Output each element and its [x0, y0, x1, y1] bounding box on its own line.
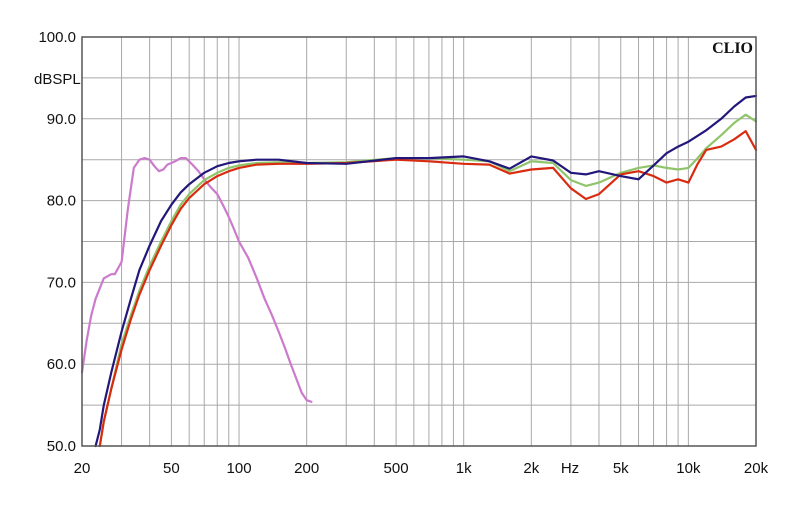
x-tick-label: 20: [74, 460, 91, 477]
x-tick-label: 2k: [523, 460, 539, 477]
x-tick-label: 5k: [613, 460, 629, 477]
clio-brand-label: CLIO: [712, 40, 753, 57]
y-tick-label: 90.0: [47, 111, 76, 128]
y-tick-label: 80.0: [47, 193, 76, 210]
x-tick-labels: 20 50 100 200 500 1k 2k 5k 10k 20k: [74, 460, 769, 477]
y-tick-label: 100.0: [38, 29, 76, 46]
x-tick-label: 200: [294, 460, 319, 477]
x-tick-label: 50: [163, 460, 180, 477]
x-axis-label: Hz: [561, 460, 579, 477]
x-tick-label: 500: [384, 460, 409, 477]
plot-frame: [81, 36, 757, 447]
x-tick-label: 1k: [456, 460, 472, 477]
series-line-1: [80, 157, 313, 403]
y-tick-label: 70.0: [47, 274, 76, 291]
grid-lines: [82, 37, 756, 446]
y-tick-label: 60.0: [47, 356, 76, 373]
y-tick-label: 50.0: [47, 438, 76, 455]
series-line-4: [94, 94, 758, 448]
data-series: [80, 94, 758, 448]
x-tick-label: 10k: [676, 460, 701, 477]
x-tick-label: 20k: [744, 460, 769, 477]
series-line-3: [98, 130, 758, 448]
x-tick-label: 100: [227, 460, 252, 477]
y-tick-labels: 100.0 90.0 80.0 70.0 60.0 50.0: [38, 29, 76, 455]
y-axis-label: dBSPL: [34, 71, 81, 88]
